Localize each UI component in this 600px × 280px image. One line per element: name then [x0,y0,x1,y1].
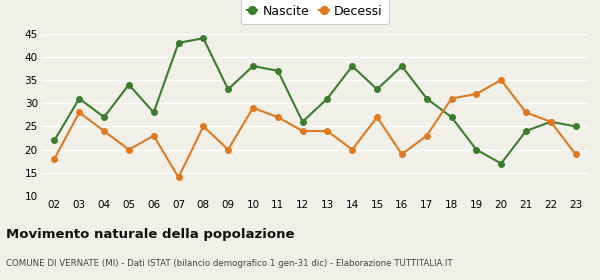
Nascite [572,125,579,128]
Decessi [547,120,554,123]
Decessi [125,148,133,151]
Legend: Nascite, Decessi: Nascite, Decessi [241,0,389,24]
Decessi [250,106,257,109]
Decessi [51,157,58,160]
Decessi [200,125,207,128]
Nascite [175,41,182,45]
Decessi [224,148,232,151]
Nascite [398,64,406,68]
Nascite [274,69,281,73]
Decessi [523,111,530,114]
Decessi [150,134,157,137]
Nascite [373,88,380,91]
Decessi [398,153,406,156]
Nascite [324,97,331,100]
Nascite [448,115,455,119]
Decessi [423,134,430,137]
Text: COMUNE DI VERNATE (MI) - Dati ISTAT (bilancio demografico 1 gen-31 dic) - Elabor: COMUNE DI VERNATE (MI) - Dati ISTAT (bil… [6,259,452,268]
Nascite [150,111,157,114]
Nascite [125,83,133,86]
Decessi [448,97,455,100]
Decessi [76,111,83,114]
Decessi [349,148,356,151]
Decessi [100,129,107,133]
Line: Nascite: Nascite [52,36,578,166]
Decessi [497,78,505,82]
Nascite [200,37,207,40]
Decessi [473,92,480,95]
Decessi [175,176,182,179]
Decessi [299,129,306,133]
Nascite [523,129,530,133]
Nascite [250,64,257,68]
Nascite [76,97,83,100]
Nascite [423,97,430,100]
Decessi [572,153,579,156]
Nascite [51,139,58,142]
Nascite [547,120,554,123]
Nascite [349,64,356,68]
Nascite [473,148,480,151]
Nascite [497,162,505,165]
Decessi [324,129,331,133]
Decessi [373,115,380,119]
Nascite [224,88,232,91]
Nascite [299,120,306,123]
Text: Movimento naturale della popolazione: Movimento naturale della popolazione [6,228,295,241]
Nascite [100,115,107,119]
Decessi [274,115,281,119]
Line: Decessi: Decessi [52,77,578,180]
